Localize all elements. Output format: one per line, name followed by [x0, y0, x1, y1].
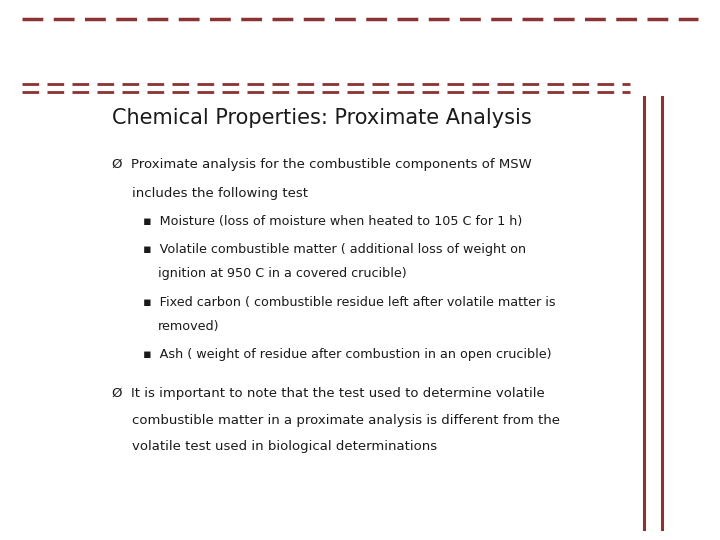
- Text: ▪  Ash ( weight of residue after combustion in an open crucible): ▪ Ash ( weight of residue after combusti…: [143, 348, 552, 361]
- Text: Ø  Proximate analysis for the combustible components of MSW: Ø Proximate analysis for the combustible…: [112, 158, 532, 171]
- Text: ignition at 950 C in a covered crucible): ignition at 950 C in a covered crucible): [158, 267, 407, 280]
- Text: Chemical Properties: Proximate Analysis: Chemical Properties: Proximate Analysis: [112, 109, 532, 129]
- Text: volatile test used in biological determinations: volatile test used in biological determi…: [132, 440, 437, 453]
- Text: ▪  Fixed carbon ( combustible residue left after volatile matter is: ▪ Fixed carbon ( combustible residue lef…: [143, 295, 556, 308]
- Text: includes the following test: includes the following test: [132, 187, 308, 200]
- Text: ▪  Volatile combustible matter ( additional loss of weight on: ▪ Volatile combustible matter ( addition…: [143, 243, 526, 256]
- Text: Ø  It is important to note that the test used to determine volatile: Ø It is important to note that the test …: [112, 388, 545, 401]
- Text: removed): removed): [158, 320, 220, 333]
- Text: ▪  Moisture (loss of moisture when heated to 105 C for 1 h): ▪ Moisture (loss of moisture when heated…: [143, 215, 522, 228]
- Text: combustible matter in a proximate analysis is different from the: combustible matter in a proximate analys…: [132, 414, 560, 427]
